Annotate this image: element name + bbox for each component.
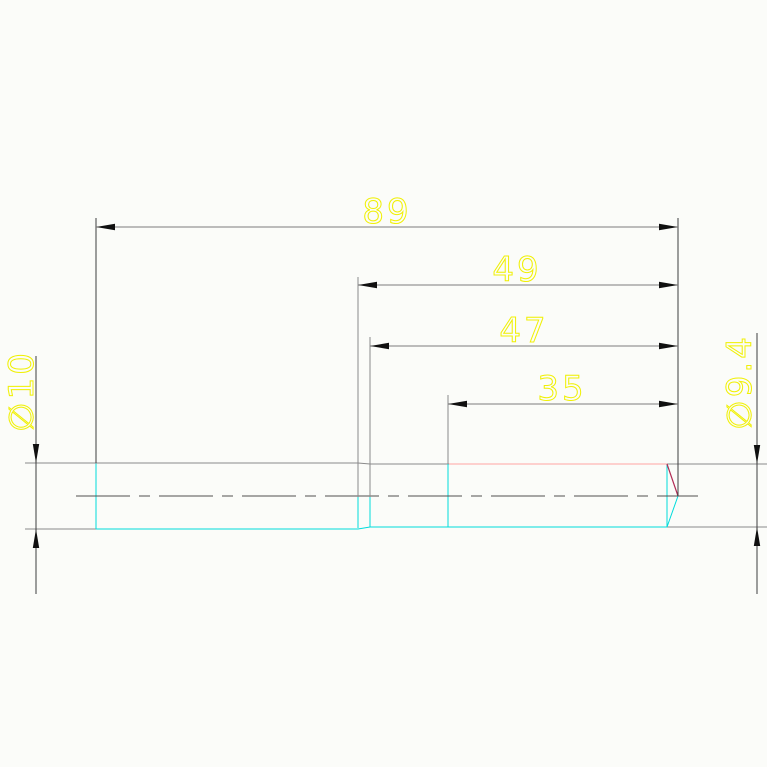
dim-text-dia94: ∅9.4 xyxy=(720,334,760,430)
dim-text-89: 89 xyxy=(362,192,411,232)
part-top-edge xyxy=(25,462,449,465)
dim-text-35: 35 xyxy=(537,369,586,409)
part-outline-grey xyxy=(25,462,767,530)
dimension-diameter-right: ∅9.4 xyxy=(720,333,761,594)
dim-text-49: 49 xyxy=(492,250,541,290)
arrowhead-right-icon xyxy=(659,281,678,289)
cone-upper-edge-crimson xyxy=(666,463,679,497)
dimension-diameter-left: ∅10 xyxy=(2,350,43,594)
arrowhead-right-icon xyxy=(659,342,678,350)
dim-text-47: 47 xyxy=(499,311,548,351)
arrowhead-right-icon xyxy=(659,223,678,231)
extension-lines xyxy=(95,218,679,497)
dimension-49: 49 xyxy=(358,250,678,291)
arrowhead-down-icon xyxy=(32,444,40,463)
part-cone-lower-edge xyxy=(666,495,679,528)
dim-text-dia10: ∅10 xyxy=(2,350,42,432)
arrowhead-right-icon xyxy=(659,400,678,408)
dimension-35: 35 xyxy=(448,369,678,410)
arrowhead-down-icon xyxy=(753,445,761,464)
dimension-overall-length: 89 xyxy=(96,192,678,233)
arrowhead-left-icon xyxy=(370,342,389,350)
arrowhead-left-icon xyxy=(358,281,377,289)
arrowhead-up-icon xyxy=(32,529,40,548)
dimension-47: 47 xyxy=(370,311,678,352)
arrowhead-left-icon xyxy=(96,223,115,231)
arrowhead-left-icon xyxy=(448,400,467,408)
arrowhead-up-icon xyxy=(753,527,761,546)
part-bottom-edge xyxy=(96,526,667,530)
